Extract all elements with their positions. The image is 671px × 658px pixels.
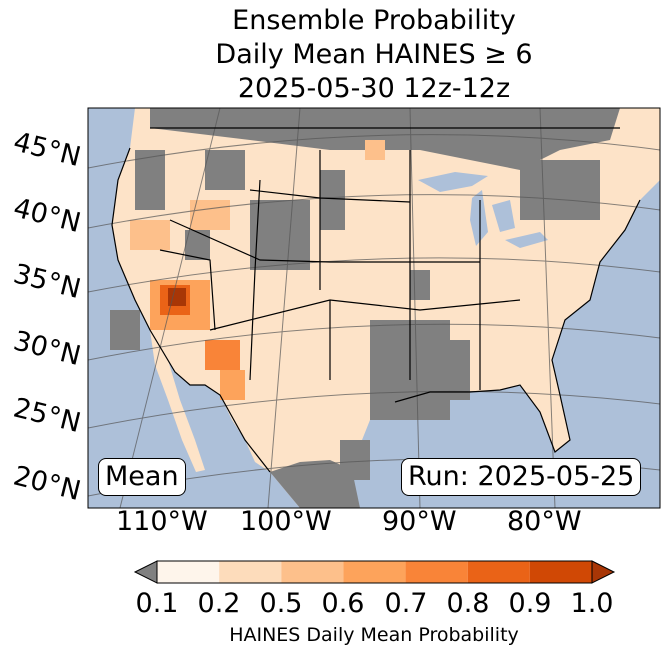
- canada-region: [150, 108, 620, 170]
- colorbar-frame: [156, 560, 593, 584]
- colorbar-cells: [157, 561, 592, 583]
- baja-peninsula: [150, 330, 205, 472]
- lon-label-100: 100°W: [240, 506, 332, 537]
- colorbar-tick-5: 0.8: [446, 588, 490, 619]
- map-frame: [87, 107, 661, 509]
- lon-label-110: 110°W: [116, 506, 208, 537]
- colorbar-cell: [281, 561, 344, 583]
- colorbar-cell: [405, 561, 468, 583]
- colorbar-over-arrow: [591, 560, 616, 584]
- title-line-3: 2025-05-30 12z-12z: [237, 73, 511, 104]
- colorbar-tick-6: 0.9: [508, 588, 552, 619]
- colorbar-cell: [219, 561, 282, 583]
- mean-label-box: Mean: [98, 458, 186, 496]
- title-line-2: Daily Mean HAINES ≥ 6: [215, 39, 533, 70]
- lon-label-90: 90°W: [382, 506, 457, 537]
- colorbar-cell: [467, 561, 530, 583]
- map-area: [88, 108, 660, 508]
- colorbar-tick-2: 0.5: [259, 588, 303, 619]
- run-date-box: Run: 2025-05-25: [401, 458, 642, 496]
- chart-title: Ensemble Probability Daily Mean HAINES ≥…: [88, 4, 660, 106]
- colorbar-label: HAINES Daily Mean Probability: [229, 624, 519, 646]
- title-line-1: Ensemble Probability: [232, 5, 516, 36]
- state-borders: [150, 127, 620, 390]
- probability-field: [130, 140, 385, 400]
- colorbar-cell: [157, 561, 220, 583]
- great-lakes: [418, 172, 568, 248]
- colorbar-tick-0: 0.1: [135, 588, 179, 619]
- colorbar-tick-1: 0.2: [197, 588, 241, 619]
- coastline: [111, 147, 641, 473]
- land-mass: [88, 108, 660, 508]
- colorbar-tick-4: 0.7: [384, 588, 428, 619]
- lon-label-80: 80°W: [507, 506, 582, 537]
- colorbar-tick-3: 0.6: [321, 588, 365, 619]
- colorbar-cell: [529, 561, 592, 583]
- no-data-patches: [110, 150, 600, 480]
- mexico-south: [270, 460, 360, 508]
- colorbar-tick-7: 1.0: [570, 588, 614, 619]
- colorbar-under-arrow: [133, 560, 158, 584]
- colorbar: [133, 560, 616, 584]
- colorbar-cell: [343, 561, 406, 583]
